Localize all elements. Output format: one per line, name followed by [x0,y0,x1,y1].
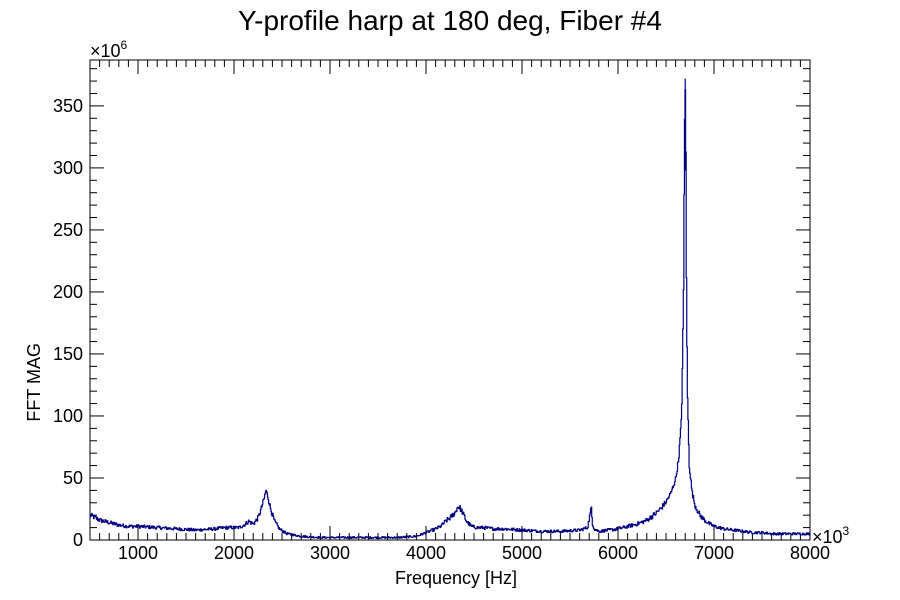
y-tick-label: 50 [63,468,83,488]
x-tick-labels: 1000 2000 3000 4000 5000 6000 7000 8000 [118,543,830,563]
y-axis-label: FFT MAG [24,343,44,422]
chart-title: Y-profile harp at 180 deg, Fiber #4 [238,5,662,36]
y-tick-labels: 0 50 100 150 200 250 300 350 [53,96,83,550]
x-tick-label: 8000 [790,543,830,563]
y-tick-label: 300 [53,158,83,178]
y-tick-label: 200 [53,282,83,302]
y-multiplier: ×106 [90,38,128,61]
plot-frame [89,59,811,541]
y-tick-label: 350 [53,96,83,116]
x-tick-label: 5000 [502,543,542,563]
x-axis-label: Frequency [Hz] [395,568,517,588]
x-tick-label: 2000 [214,543,254,563]
y-tick-label: 250 [53,220,83,240]
x-multiplier: ×103 [812,524,850,547]
y-tick-label: 100 [53,406,83,426]
x-tick-label: 6000 [598,543,638,563]
x-tick-label: 3000 [310,543,350,563]
y-tick-label: 150 [53,344,83,364]
x-tick-label: 4000 [406,543,446,563]
x-tick-label: 1000 [118,543,158,563]
axis-ticks [89,60,811,541]
x-tick-label: 7000 [694,543,734,563]
y-tick-label: 0 [73,530,83,550]
fft-series-line [89,78,811,540]
